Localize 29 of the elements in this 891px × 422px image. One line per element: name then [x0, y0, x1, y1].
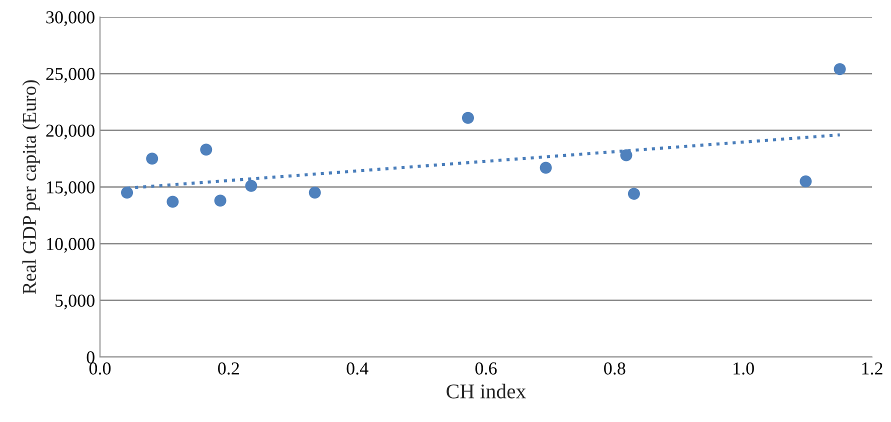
y-tick-label: 20,000 — [46, 124, 94, 140]
point — [200, 144, 212, 156]
point — [628, 188, 640, 200]
y-tick-label: 25,000 — [46, 68, 94, 83]
point — [834, 63, 846, 76]
x-tick-label: 0.6 — [475, 362, 497, 375]
x-axis-title: CH index — [446, 384, 526, 398]
y-axis-title: Real GDP per capita (Euro) — [22, 80, 40, 294]
y-tick-label: 5,000 — [56, 294, 94, 310]
y-tick-label: 30,000 — [46, 11, 94, 26]
point — [121, 186, 134, 199]
point — [540, 162, 552, 174]
point — [214, 194, 226, 207]
x-tick-label: 0.4 — [346, 362, 368, 375]
x-tick-label: 1.2 — [862, 362, 882, 375]
point — [620, 149, 632, 162]
x-tick-label: 1.0 — [734, 362, 754, 375]
x-tick-label: 0.0 — [89, 362, 111, 375]
point — [462, 112, 474, 124]
y-tick-label: 15,000 — [47, 181, 94, 196]
y-tick-label: 0 — [86, 351, 94, 364]
point — [800, 175, 812, 188]
y-tick-label: 10,000 — [47, 238, 94, 253]
point — [245, 180, 258, 192]
point — [146, 152, 158, 165]
x-tick-label: 0.2 — [218, 362, 239, 375]
point — [166, 196, 179, 208]
x-tick-label: 0.8 — [604, 362, 626, 375]
point — [308, 186, 321, 199]
